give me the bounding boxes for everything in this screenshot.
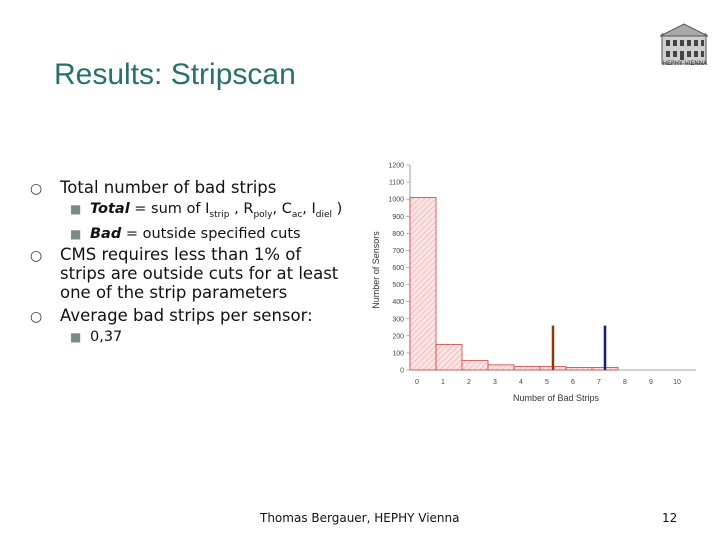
y-tick-label: 1100 — [389, 180, 404, 187]
histogram-bar — [513, 366, 541, 371]
x-tick-label: 8 — [623, 379, 627, 386]
y-axis-label: Number of Sensors — [371, 231, 381, 309]
histogram-bar — [461, 360, 489, 371]
square-bullet-icon: ■ — [70, 226, 82, 241]
bad-strips-histogram: 0100200300400500600700800900100011001200… — [371, 163, 696, 403]
bullet-total-bad-strips: ○ Total number of bad strips — [30, 178, 277, 197]
x-tick-label: 9 — [649, 379, 653, 386]
y-tick-label: 800 — [392, 231, 404, 238]
sub-bullet-total-definition: ■ Total = sum of Istrip , Rpoly, Cac, Id… — [70, 201, 343, 220]
x-tick-label: 4 — [519, 379, 523, 386]
y-tick-label: 700 — [392, 248, 404, 255]
histogram-bar — [565, 367, 593, 371]
histogram-bar — [487, 364, 515, 371]
y-tick-label: 600 — [392, 265, 404, 272]
y-tick-label: 300 — [392, 316, 404, 323]
y-tick-label: 400 — [392, 299, 404, 306]
y-tick-label: 500 — [392, 282, 404, 289]
term-bad: Bad — [90, 225, 122, 242]
bullet-cms-requirement: ○ CMS requires less than 1% of strips ar… — [30, 244, 339, 302]
y-tick-label: 200 — [392, 333, 404, 340]
x-tick-label: 3 — [493, 379, 497, 386]
square-bullet-icon: ■ — [70, 329, 82, 344]
square-bullet-icon: ■ — [70, 202, 82, 216]
y-tick-label: 1200 — [388, 163, 404, 170]
logo-caption: HEPHY VIENNA — [662, 60, 708, 67]
x-tick-label: 6 — [571, 379, 575, 386]
x-tick-label: 10 — [673, 379, 681, 386]
hephy-logo-icon — [660, 23, 708, 65]
histogram-bar — [409, 197, 437, 371]
term-total: Total — [90, 201, 130, 217]
x-tick-label: 2 — [467, 379, 471, 386]
slide-title: Results: Stripscan — [54, 58, 296, 91]
x-tick-label: 7 — [597, 379, 601, 386]
hollow-bullet-icon: ○ — [30, 181, 43, 197]
bullet-average-bad-strips: ○ Average bad strips per sensor: — [30, 305, 313, 325]
y-tick-label: 1000 — [388, 197, 404, 204]
bullet-list: ○ Total number of bad strips ■ Total = s… — [30, 178, 350, 348]
hollow-bullet-icon: ○ — [30, 247, 43, 264]
histogram-bar — [435, 343, 463, 371]
x-tick-label: 5 — [545, 379, 549, 386]
x-axis-label: Number of Bad Strips — [513, 393, 600, 403]
y-tick-label: 900 — [392, 214, 404, 221]
y-tick-label: 0 — [400, 368, 404, 375]
sub-bullet-bad-definition: ■ Bad = outside specified cuts — [70, 225, 301, 242]
x-tick-label: 1 — [441, 379, 445, 386]
sub-bullet-average-value: ■ 0,37 — [70, 328, 123, 345]
hollow-bullet-icon: ○ — [30, 308, 43, 325]
page-number: 12 — [662, 511, 678, 525]
footer-author: Thomas Bergauer, HEPHY Vienna — [260, 511, 460, 525]
x-tick-label: 0 — [415, 379, 419, 386]
y-tick-label: 100 — [392, 350, 404, 357]
